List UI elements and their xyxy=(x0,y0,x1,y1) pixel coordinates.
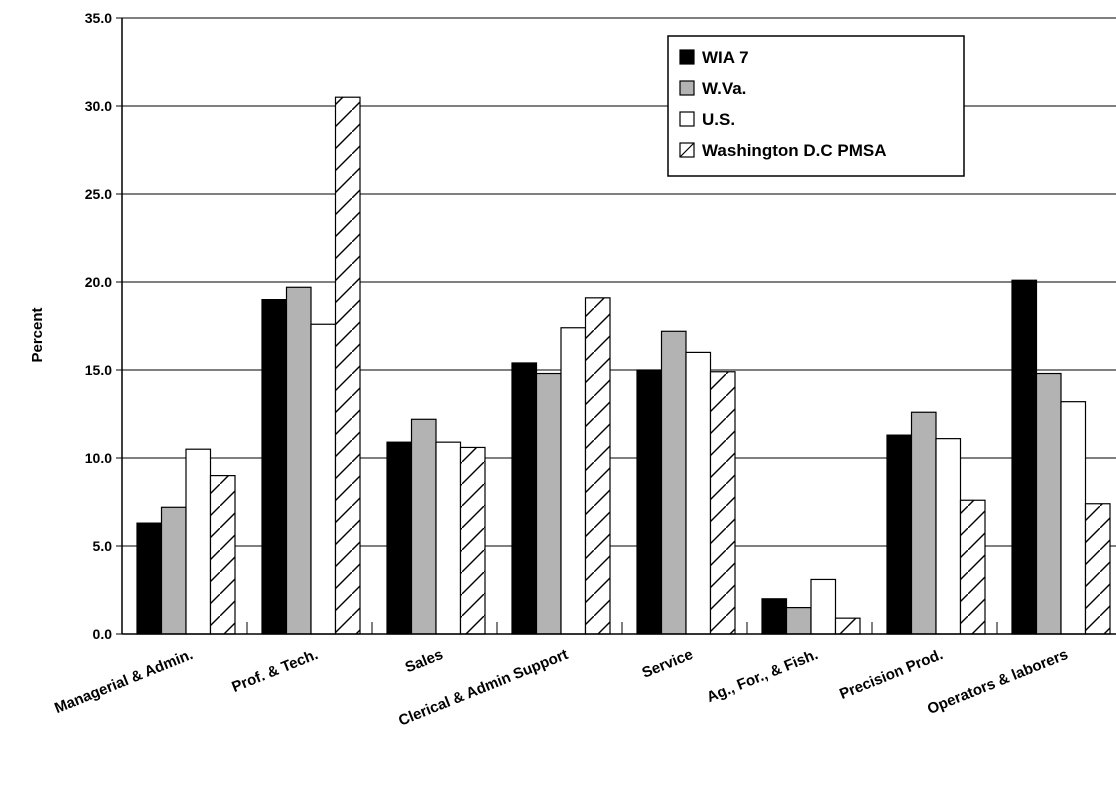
bar-wia-7 xyxy=(386,441,413,635)
bar-wia-7 xyxy=(511,362,538,635)
bar-u-s- xyxy=(185,448,212,635)
bar-w-va- xyxy=(785,606,812,635)
bar-wia-7 xyxy=(261,299,288,635)
bar-washington-d-c-pmsa xyxy=(834,617,861,635)
legend: WIA 7 W.Va. U.S. Washington D.C PMSA xyxy=(667,35,965,177)
legend-label: U.S. xyxy=(702,110,735,129)
bar-u-s- xyxy=(685,351,712,635)
bar-u-s- xyxy=(935,438,962,635)
bar-u-s- xyxy=(310,323,337,635)
bar-u-s- xyxy=(435,441,462,635)
y-tick-label: 10.0 xyxy=(85,450,112,466)
legend-swatch xyxy=(679,49,695,65)
x-category-label: Prof. & Tech. xyxy=(229,646,320,696)
bar-u-s- xyxy=(810,578,837,635)
bar-wia-7 xyxy=(761,598,788,635)
bar-u-s- xyxy=(1060,401,1087,635)
legend-label: Washington D.C PMSA xyxy=(702,141,886,160)
bar-w-va- xyxy=(1035,372,1062,635)
bar-washington-d-c-pmsa xyxy=(1084,503,1111,635)
x-category-label: Ag., For., & Fish. xyxy=(704,646,820,706)
bar-w-va- xyxy=(660,330,687,635)
x-category-label: Sales xyxy=(403,646,446,676)
legend-swatch xyxy=(679,80,695,96)
x-category-label: Precision Prod. xyxy=(837,646,945,703)
bar-w-va- xyxy=(410,418,437,635)
bar-washington-d-c-pmsa xyxy=(959,499,986,635)
x-category-label: Operators & laborers xyxy=(925,646,1071,718)
x-category-label: Managerial & Admin. xyxy=(52,646,195,717)
bar-w-va- xyxy=(285,286,312,635)
legend-swatch xyxy=(679,111,695,127)
bar-wia-7 xyxy=(136,522,163,635)
bar-washington-d-c-pmsa xyxy=(709,371,736,635)
y-axis-label: Percent xyxy=(29,307,46,362)
y-tick-label: 0.0 xyxy=(93,626,113,642)
bar-w-va- xyxy=(535,372,562,635)
y-tick-label: 5.0 xyxy=(93,538,113,554)
legend-label: WIA 7 xyxy=(702,48,749,67)
y-tick-label: 20.0 xyxy=(85,274,112,290)
bar-washington-d-c-pmsa xyxy=(209,475,236,635)
y-tick-label: 35.0 xyxy=(85,10,112,26)
bar-washington-d-c-pmsa xyxy=(584,297,611,635)
bar-washington-d-c-pmsa xyxy=(334,96,361,635)
x-category-label: Service xyxy=(640,646,696,682)
bar-u-s- xyxy=(560,327,587,635)
y-tick-label: 30.0 xyxy=(85,98,112,114)
legend-box xyxy=(667,35,965,177)
bar-w-va- xyxy=(160,506,187,635)
bar-wia-7 xyxy=(1011,279,1038,635)
y-tick-label: 15.0 xyxy=(85,362,112,378)
legend-label: W.Va. xyxy=(702,79,746,98)
bar-wia-7 xyxy=(636,369,663,635)
bar-wia-7 xyxy=(886,434,913,635)
bar-washington-d-c-pmsa xyxy=(459,446,486,635)
bars xyxy=(136,96,1111,635)
y-tick-label: 25.0 xyxy=(85,186,112,202)
legend-hatch-line xyxy=(679,142,695,158)
bar-w-va- xyxy=(910,411,937,635)
